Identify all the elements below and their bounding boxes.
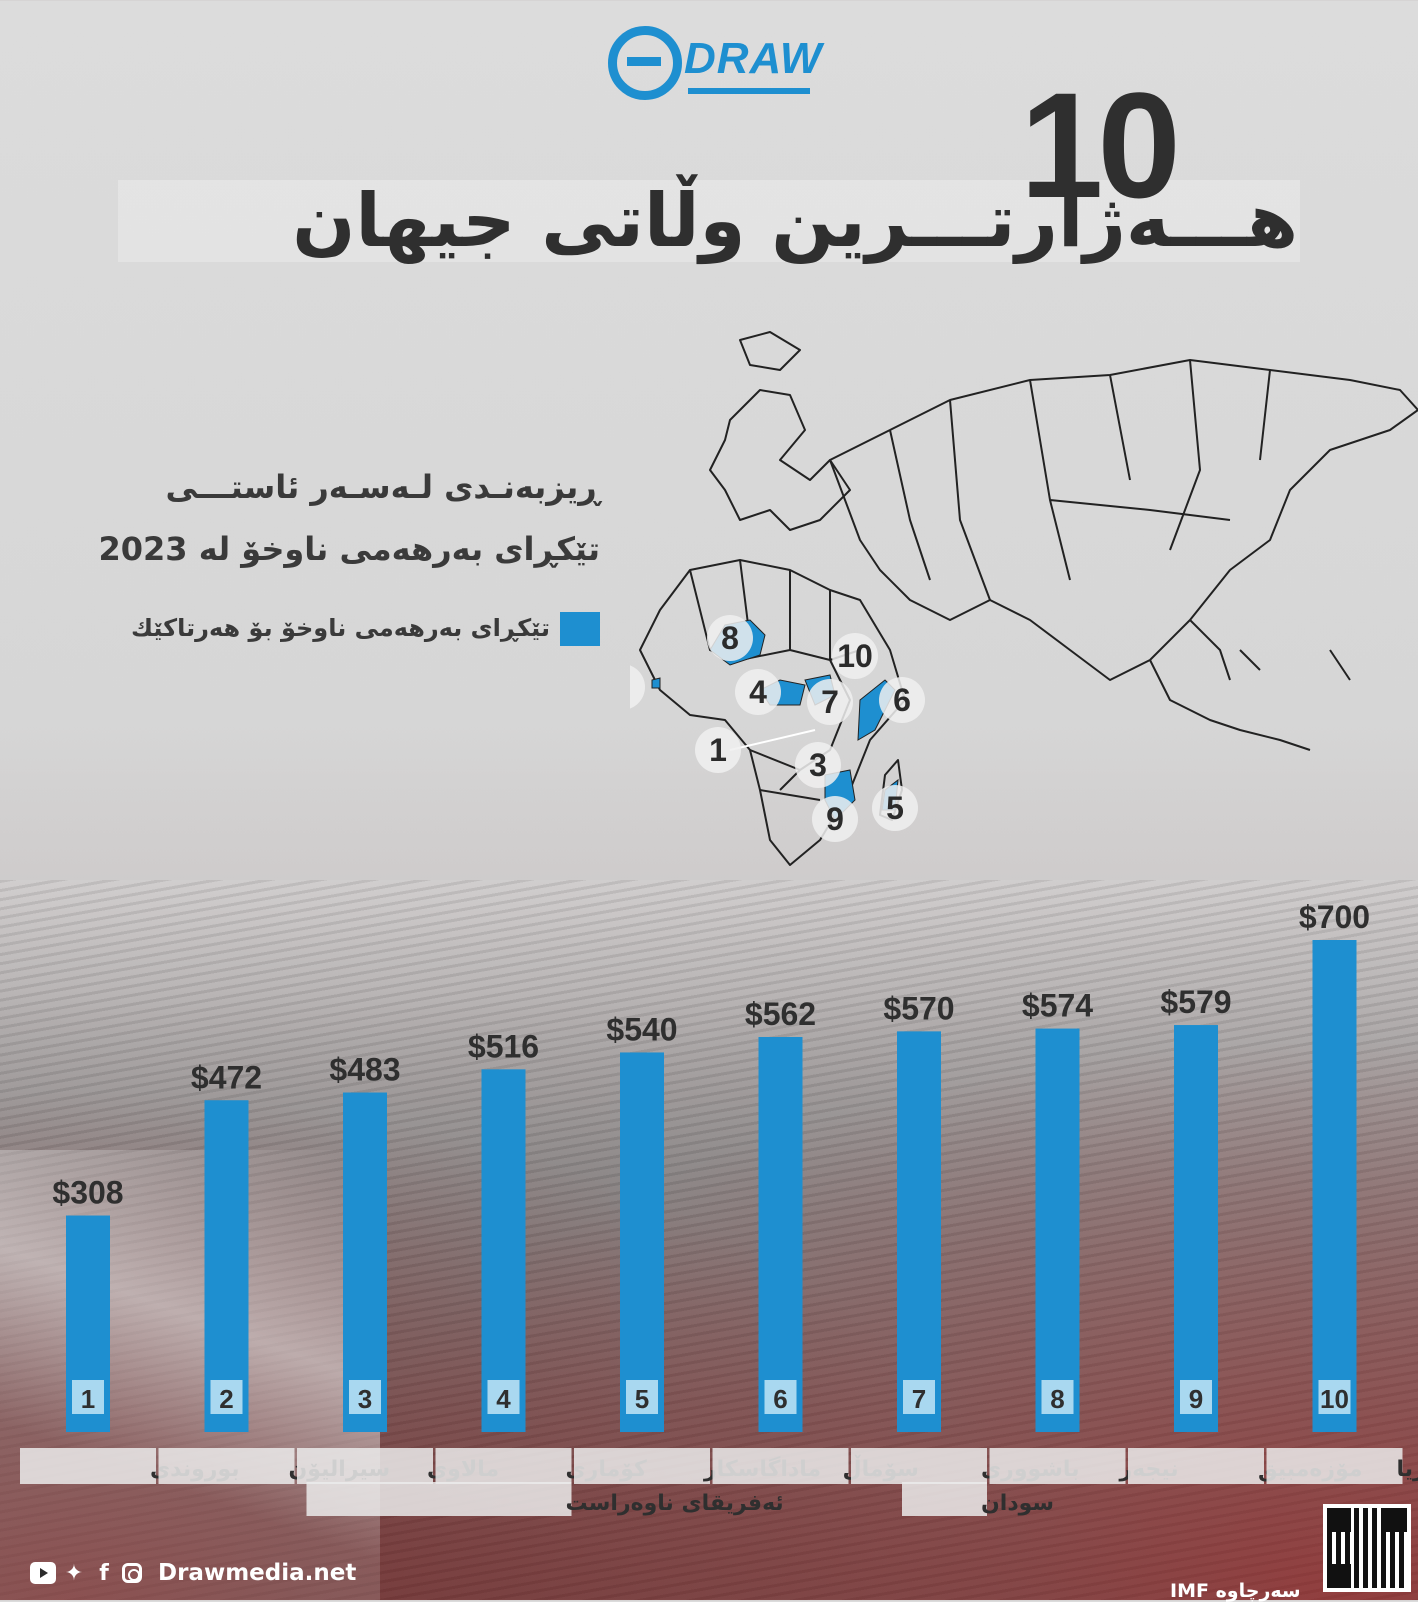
- asia-outline: [830, 360, 1418, 680]
- bar-group: $5626سۆماڵ: [713, 996, 919, 1484]
- category-label: سودان: [981, 1491, 1054, 1516]
- rank-label: 9: [1189, 1384, 1203, 1414]
- logo-text: DRAW: [684, 34, 822, 84]
- bar-value-label: $308: [52, 1175, 123, 1211]
- map-marker-8: 8: [707, 615, 753, 661]
- bar-value-label: $562: [745, 996, 816, 1032]
- map-marker-6: 6: [879, 677, 925, 723]
- subtitle-line-1: ڕیزبەنـدی لـەسـەر ئاستـــی: [40, 468, 600, 506]
- rank-label: 1: [81, 1384, 95, 1414]
- source-label: سەرچاوە IMF: [1170, 1580, 1301, 1602]
- map-marker-label: 4: [749, 674, 767, 710]
- bar: [1036, 1029, 1080, 1432]
- logo-mark: [608, 26, 682, 100]
- map-marker-10: 10: [832, 633, 878, 679]
- chart-svg: $3081بوروندی$4722سیرالیۆن$4833مالاوی$516…: [0, 880, 1418, 1520]
- category-label-bg: [297, 1448, 433, 1484]
- map-marker-4: 4: [735, 669, 781, 715]
- map-marker-7: 7: [807, 679, 853, 725]
- bar-value-label: $483: [329, 1052, 400, 1088]
- map-marker-1: 1: [695, 727, 741, 773]
- map-svg: 1 2 3 4 5 6 7 8 9 10: [630, 320, 1418, 900]
- map-marker-label: 8: [721, 620, 739, 656]
- bar-value-label: $516: [468, 1028, 539, 1064]
- map-marker-3: 3: [795, 742, 841, 788]
- map-marker-label: 9: [826, 801, 844, 837]
- category-label: ئەفریقای ناوەراست: [566, 1491, 784, 1516]
- world-map: 1 2 3 4 5 6 7 8 9 10: [630, 320, 1418, 900]
- subtitle-line-2: تێکڕای بەرهەمی ناوخۆ لە 2023: [40, 530, 600, 568]
- bar: [1174, 1025, 1218, 1432]
- map-marker-label: 2: [630, 669, 631, 705]
- map-marker-label: 5: [886, 790, 904, 826]
- category-label-bg: [574, 1448, 710, 1484]
- qr-code[interactable]: [1323, 1504, 1411, 1592]
- logo-underline: [688, 88, 810, 94]
- twitter-icon[interactable]: ✦: [62, 1561, 86, 1585]
- category-label-bg: [990, 1448, 1126, 1484]
- rank-label: 6: [773, 1384, 787, 1414]
- category-label-bg: [307, 1482, 572, 1516]
- bar: [620, 1052, 664, 1432]
- page-title: هـــەژارتـــرین وڵاتی جیهان: [292, 176, 1298, 266]
- bar-value-label: $579: [1160, 984, 1231, 1020]
- rank-label: 2: [219, 1384, 233, 1414]
- category-label-bg: [159, 1448, 295, 1484]
- map-marker-label: 3: [809, 747, 827, 783]
- bar-group: $700 10 ئیریتریا: [1267, 899, 1418, 1484]
- website-link[interactable]: Drawmedia.net: [158, 1560, 356, 1586]
- rank-label: 4: [496, 1384, 511, 1414]
- bar-chart: $3081بوروندی$4722سیرالیۆن$4833مالاوی$516…: [0, 880, 1418, 1520]
- category-label-bg: [436, 1448, 572, 1484]
- map-marker-label: 7: [821, 684, 839, 720]
- instagram-icon[interactable]: [122, 1563, 142, 1583]
- rank-label: 5: [635, 1384, 649, 1414]
- bar: [482, 1069, 526, 1432]
- bar-value-label: $700: [1299, 899, 1370, 935]
- highlight-sierra-leone: [652, 678, 660, 688]
- draw-logo: DRAW: [608, 26, 818, 102]
- bar: [897, 1031, 941, 1432]
- asia-borders: [890, 360, 1270, 600]
- map-marker-label: 10: [837, 638, 873, 674]
- legend-swatch: [560, 612, 600, 646]
- bar-value-label: $540: [606, 1011, 677, 1047]
- europe-outline: [710, 332, 850, 530]
- category-label-bg: [1267, 1448, 1403, 1484]
- map-marker-2: 2: [630, 664, 645, 710]
- bar: [759, 1037, 803, 1432]
- map-marker-circle: [630, 664, 645, 710]
- rank-label: 7: [912, 1384, 926, 1414]
- category-label-bg: [20, 1448, 156, 1484]
- category-label-bg: [851, 1448, 987, 1484]
- map-marker-5: 5: [872, 785, 918, 831]
- bar-group: $4833مالاوی: [297, 1052, 499, 1484]
- category-label-bg: [713, 1448, 849, 1484]
- bar: [1313, 940, 1357, 1432]
- map-marker-label: 6: [893, 682, 911, 718]
- bar-value-label: $570: [883, 990, 954, 1026]
- category-label-bg: [902, 1482, 987, 1516]
- bar-value-label: $472: [191, 1059, 262, 1095]
- rank-label: 3: [358, 1384, 372, 1414]
- category-label: ئیریتریا: [1397, 1457, 1418, 1482]
- rank-label: 10: [1320, 1384, 1349, 1414]
- bar-group: $5748نیجەر: [990, 988, 1179, 1484]
- rank-label: 8: [1050, 1384, 1064, 1414]
- legend-label: تێکڕای بەرهەمی ناوخۆ بۆ هەرتاکێك: [40, 614, 550, 642]
- bar-value-label: $574: [1022, 988, 1093, 1024]
- youtube-icon[interactable]: [30, 1562, 56, 1584]
- map-marker-label: 1: [709, 732, 727, 768]
- social-links: ✦ f Drawmedia.net: [30, 1556, 356, 1590]
- map-marker-9: 9: [812, 796, 858, 842]
- category-label-bg: [1128, 1448, 1264, 1484]
- southeast-asia: [1150, 620, 1350, 750]
- facebook-icon[interactable]: f: [92, 1561, 116, 1585]
